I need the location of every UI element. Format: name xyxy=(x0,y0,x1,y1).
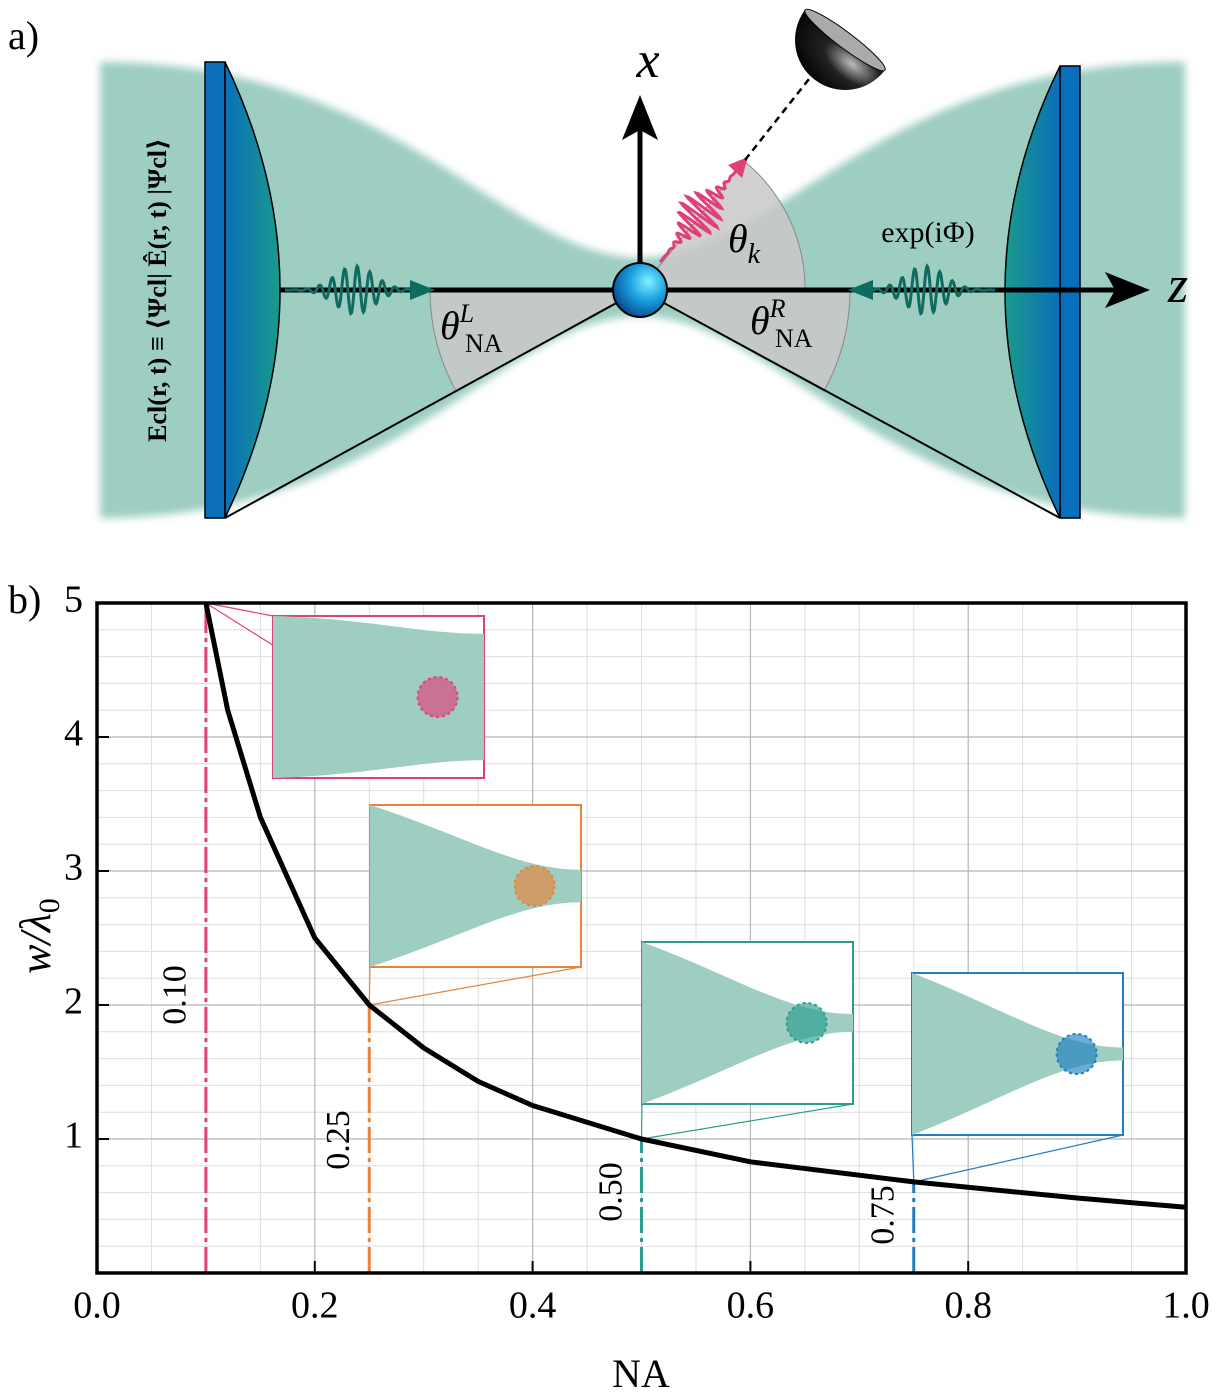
inset xyxy=(911,972,1124,1183)
theta-k: θk xyxy=(728,216,761,270)
line xyxy=(203,602,1187,1210)
wave xyxy=(658,165,742,263)
inset-connector xyxy=(641,1103,854,1140)
x-tick-label: 0.2 xyxy=(291,1285,339,1327)
plot-frame xyxy=(95,601,1188,1275)
wave xyxy=(285,263,425,317)
y-tick-label: 4 xyxy=(64,713,83,755)
theta-k-wedge xyxy=(638,160,806,291)
inset-beam xyxy=(912,973,1123,1135)
na-line xyxy=(639,289,1061,519)
arrowhead xyxy=(848,280,873,300)
inset-connector xyxy=(368,966,371,1006)
z-arrowhead xyxy=(1105,272,1150,308)
inset-beam xyxy=(642,942,853,1104)
wave-packets xyxy=(285,157,995,317)
panel-a: a) x z θk θL NA θR NA exp(iΦ) Ecl(r, t) ≡ … xyxy=(8,8,1188,519)
particle xyxy=(612,262,668,318)
x-tick-label: 0.0 xyxy=(73,1285,121,1327)
symbol: θ xyxy=(750,298,770,343)
x-tick-label: 0.6 xyxy=(727,1285,775,1327)
panel-label: a) xyxy=(8,13,39,58)
theta-left: θL NA xyxy=(440,299,503,358)
inset-connector xyxy=(640,1103,643,1140)
mirror-left xyxy=(204,61,226,519)
x-tick-label: 1.0 xyxy=(1162,1285,1210,1327)
marker-label: 0.10 xyxy=(157,965,194,1025)
phase: exp(iΦ) xyxy=(881,216,975,249)
text: w/λ xyxy=(11,913,60,974)
axis-label: z xyxy=(1167,257,1188,314)
sub: k xyxy=(748,239,761,270)
inset-beam xyxy=(273,616,484,778)
theta-right-wedge xyxy=(639,289,851,392)
symbol: θ xyxy=(728,216,748,261)
x-arrowhead xyxy=(622,95,658,140)
inset-connector xyxy=(913,1134,1124,1183)
y-tick-label: 1 xyxy=(64,1115,83,1157)
inset-particle xyxy=(1055,1033,1098,1075)
arrowhead xyxy=(728,157,748,178)
inset-connector xyxy=(911,1134,915,1182)
y-axis-label: w/λ0 xyxy=(11,898,66,974)
inset xyxy=(205,602,485,779)
marker-label: 0.25 xyxy=(320,1110,357,1170)
inset xyxy=(640,941,854,1140)
y-tick-label: 2 xyxy=(64,981,83,1023)
arrowhead xyxy=(410,280,435,300)
wave xyxy=(855,263,995,317)
x-tick-label: 0.8 xyxy=(944,1285,992,1327)
axis-label: x xyxy=(635,32,659,89)
panel-label: b) xyxy=(8,577,41,622)
inset-particle xyxy=(785,1002,828,1044)
marker-label: 0.75 xyxy=(865,1185,902,1245)
symbol: θ xyxy=(440,303,460,348)
x-tick-label: 0.4 xyxy=(509,1285,557,1327)
inset-particle xyxy=(416,676,459,718)
marker-label: 0.50 xyxy=(592,1162,629,1222)
sup: L xyxy=(459,299,474,328)
y-tick-label: 5 xyxy=(64,579,83,621)
sub: NA xyxy=(775,324,813,353)
inset-connector xyxy=(205,602,274,617)
lens-left xyxy=(224,61,281,519)
inset-particle xyxy=(513,865,556,907)
inset-beam xyxy=(370,805,581,967)
sup: R xyxy=(769,294,786,323)
detector xyxy=(795,8,886,90)
na-line xyxy=(224,289,641,519)
sub: 0 xyxy=(33,898,66,913)
sub: NA xyxy=(465,329,503,358)
inset-connector xyxy=(369,966,582,1006)
y-tick-label: 3 xyxy=(64,847,83,889)
field-expression: Ecl(r, t) ≡ ⟨Ψcl| Ê(r, t) |Ψcl⟩ xyxy=(143,138,172,442)
panel-b: b) NA w/λ0 0.0 0.2 0.4 0.6 0.8 1.0 1 2 3 4 5 0.10 0.… xyxy=(8,577,1210,1395)
x-axis-label: NA xyxy=(612,1351,670,1395)
inset xyxy=(368,804,582,1006)
theta-right: θR NA xyxy=(750,294,813,353)
